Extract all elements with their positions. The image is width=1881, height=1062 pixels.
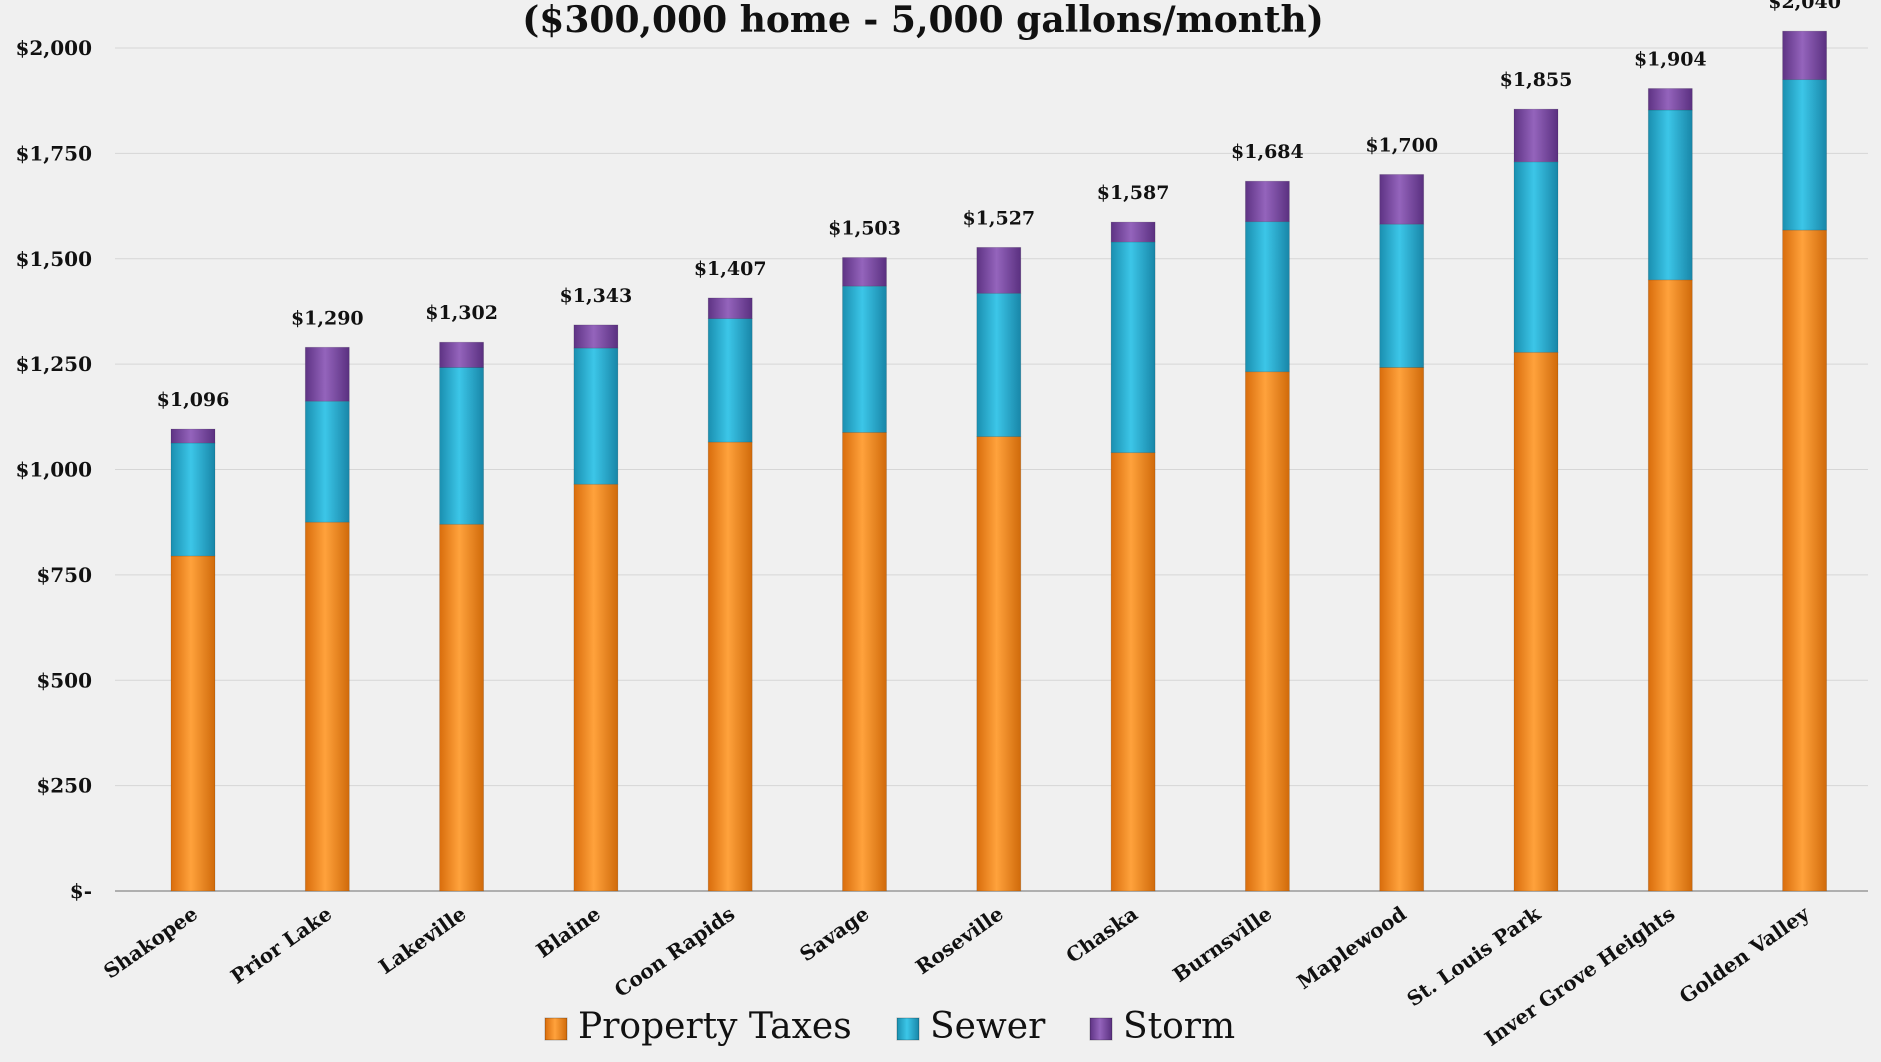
- total-label: $1,587: [1097, 182, 1170, 204]
- bar-segment-property-taxes: [707, 441, 753, 892]
- total-label: $1,527: [962, 207, 1035, 229]
- bar-segment-sewer: [1245, 221, 1290, 373]
- y-tick-label: $-: [70, 879, 92, 903]
- bar-segment-storm: [1245, 180, 1290, 223]
- x-tick-label: Shakopee: [99, 901, 202, 983]
- total-label: $1,684: [1231, 141, 1304, 163]
- bar-segment-property-taxes: [1647, 279, 1693, 892]
- legend: Property Taxes Sewer Storm: [544, 1006, 1235, 1047]
- bar-segment-property-taxes: [170, 555, 216, 892]
- bar-segment-sewer: [707, 318, 753, 443]
- bar-segment-storm: [1379, 174, 1425, 225]
- legend-label: Sewer: [930, 1006, 1046, 1047]
- legend-label: Property Taxes: [578, 1006, 852, 1047]
- bar-segment-sewer: [1110, 241, 1156, 454]
- bar-segment-sewer: [842, 285, 887, 433]
- bar-segment-storm: [707, 297, 753, 320]
- legend-label: Storm: [1123, 1006, 1235, 1047]
- bars: [170, 30, 1827, 892]
- bar-segment-storm: [439, 341, 485, 368]
- legend-swatch: [896, 1017, 920, 1041]
- bar-segment-storm: [1110, 221, 1156, 243]
- x-tick-label: Coon Rapids: [610, 901, 739, 1002]
- total-label: $1,302: [425, 302, 498, 324]
- bar-segment-property-taxes: [842, 432, 887, 892]
- x-tick-label: Maplewood: [1293, 901, 1411, 994]
- y-tick-label: $1,250: [15, 352, 92, 376]
- bar-segment-storm: [573, 324, 619, 349]
- y-tick-label: $1,750: [15, 141, 92, 165]
- bar-segment-property-taxes: [439, 523, 485, 892]
- total-label: $1,096: [157, 389, 230, 411]
- total-labels: $1,096 $1,290 $1,302 $1,343 $1,407 $1,503 $1,5…: [157, 0, 1841, 411]
- y-axis-ticks: $- $250 $500 $750 $1,000 $1,250 $1,500 $1,750 $2…: [15, 36, 92, 903]
- total-label: $1,700: [1365, 134, 1438, 156]
- bar-segment-sewer: [1513, 161, 1559, 353]
- x-tick-label: Burnsville: [1168, 901, 1276, 987]
- legend-swatch: [1089, 1017, 1113, 1041]
- bar-segment-storm: [1647, 88, 1693, 111]
- x-tick-label: St. Louis Park: [1402, 901, 1545, 1011]
- total-label: $2,040: [1768, 0, 1841, 13]
- bar-segment-property-taxes: [304, 521, 350, 892]
- y-tick-label: $2,000: [15, 36, 92, 60]
- bar-segment-storm: [170, 428, 216, 444]
- bar-segment-sewer: [304, 400, 350, 523]
- total-label: $1,343: [560, 285, 633, 307]
- bar-segment-property-taxes: [573, 483, 619, 892]
- total-label: $1,407: [694, 258, 767, 280]
- bar-segment-property-taxes: [1782, 229, 1827, 892]
- y-tick-label: $750: [36, 563, 92, 587]
- bar-segment-sewer: [170, 442, 216, 557]
- bar-segment-property-taxes: [1110, 452, 1156, 892]
- bar-segment-storm: [1513, 108, 1559, 163]
- bar-segment-property-taxes: [1245, 371, 1290, 892]
- y-tick-label: $1,500: [15, 247, 92, 271]
- bar-segment-property-taxes: [1379, 367, 1425, 892]
- bar-segment-property-taxes: [976, 436, 1022, 892]
- bar-segment-storm: [304, 346, 350, 402]
- bar-segment-sewer: [439, 367, 485, 525]
- bar-segment-sewer: [976, 292, 1022, 438]
- legend-swatch: [544, 1017, 568, 1041]
- bar-segment-property-taxes: [1513, 351, 1559, 892]
- x-tick-label: Savage: [795, 901, 873, 966]
- bar-segment-sewer: [1379, 223, 1425, 368]
- bar-segment-storm: [976, 246, 1022, 294]
- total-label: $1,855: [1500, 69, 1573, 91]
- y-tick-label: $1,000: [15, 458, 92, 482]
- y-tick-label: $250: [36, 774, 92, 798]
- total-label: $1,503: [828, 217, 901, 239]
- bar-segment-storm: [1782, 30, 1827, 81]
- y-tick-label: $500: [36, 668, 92, 692]
- x-tick-label: Blaine: [532, 901, 605, 962]
- x-tick-label: Lakeville: [374, 901, 470, 978]
- x-tick-label: Chaska: [1061, 901, 1142, 967]
- x-tick-label: Prior Lake: [226, 901, 336, 988]
- total-label: $1,290: [291, 307, 364, 329]
- bar-segment-storm: [842, 257, 887, 287]
- bar-segment-sewer: [573, 347, 619, 485]
- bar-segment-sewer: [1782, 79, 1827, 231]
- total-label: $1,904: [1634, 48, 1707, 70]
- chart-subtitle: ($300,000 home - 5,000 gallons/month): [522, 0, 1323, 41]
- bar-segment-sewer: [1647, 109, 1693, 281]
- x-tick-label: Roseville: [911, 901, 1008, 979]
- x-tick-label: Golden Valley: [1675, 901, 1815, 1009]
